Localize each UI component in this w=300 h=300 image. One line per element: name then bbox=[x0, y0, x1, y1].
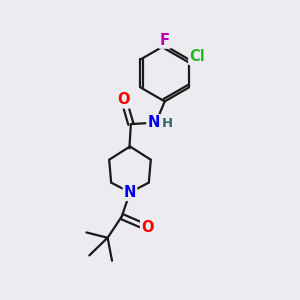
Text: O: O bbox=[141, 220, 154, 235]
Text: Cl: Cl bbox=[189, 49, 205, 64]
Text: O: O bbox=[118, 92, 130, 107]
Text: H: H bbox=[161, 117, 172, 130]
Text: N: N bbox=[147, 115, 160, 130]
Text: F: F bbox=[160, 33, 170, 48]
Text: N: N bbox=[124, 185, 136, 200]
